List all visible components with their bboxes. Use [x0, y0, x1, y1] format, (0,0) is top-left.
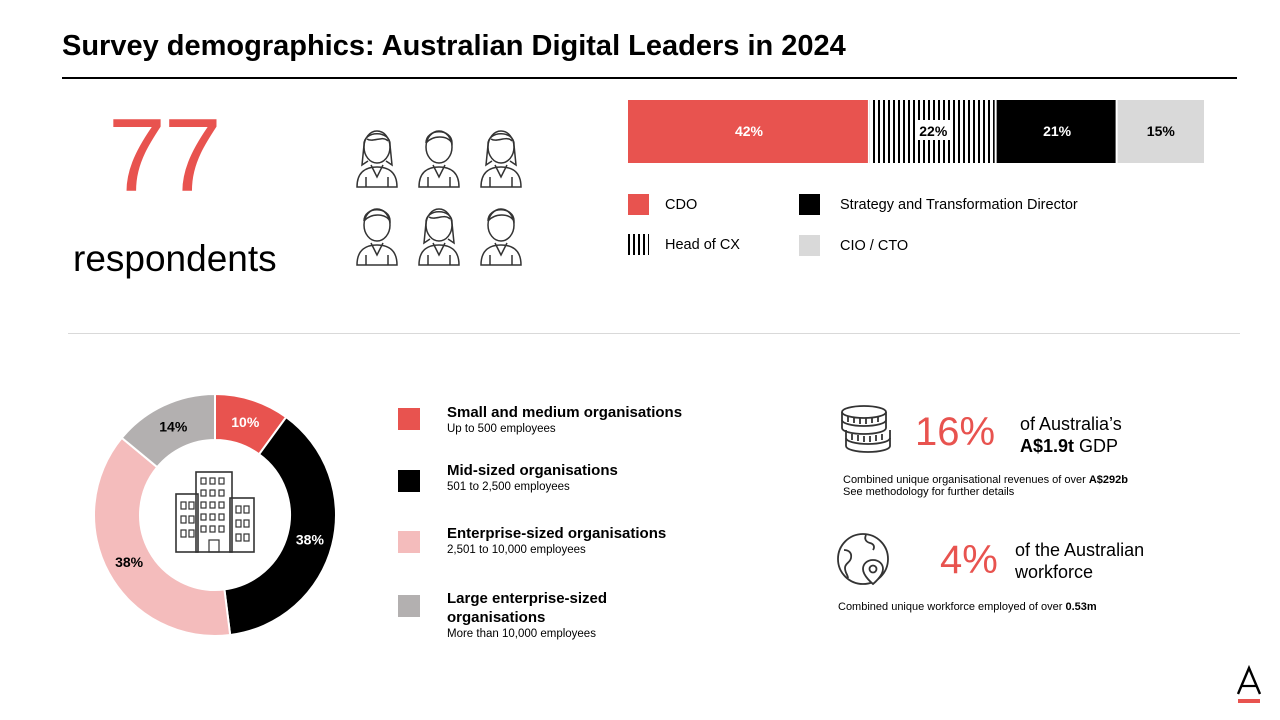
roles-stacked-bar-chart: 42% 22% 21% 15% [628, 100, 1204, 163]
office-building-icon [175, 471, 255, 553]
page-title: Survey demographics: Australian Digital … [62, 30, 846, 62]
male-person-icon [356, 208, 398, 266]
gdp-note: Combined unique organisational revenues … [843, 474, 1128, 498]
donut-slice-enterprise-sized-organisations [93, 436, 232, 637]
gdp-value: A$1.9t [1020, 436, 1075, 456]
male-person-icon [480, 208, 522, 266]
bar-segment-cdo [628, 100, 868, 163]
legend-swatch-mid-sized [398, 470, 420, 492]
legend-sub-enterprise: 2,501 to 10,000 employees [447, 544, 586, 556]
globe-location-icon [837, 533, 889, 586]
respondent-count: 77 [108, 98, 222, 214]
coin-stack-icon [841, 405, 891, 453]
bar-label-head-of-cx: 22% [919, 123, 948, 139]
legend-name-small-medium: Small and medium organisations [447, 404, 683, 421]
donut-slice-mid-sized-organisations [223, 415, 337, 637]
legend-name-mid-sized: Mid-sized organisations [447, 462, 618, 479]
legend-swatch-strategy-director [799, 194, 820, 215]
accenture-a-logo-icon [1236, 664, 1262, 703]
gdp-unit: GDP [1074, 436, 1119, 456]
legend-swatch-small-medium [398, 408, 420, 430]
legend-label-cdo: CDO [665, 197, 698, 213]
donut-label-enterprise-sized-organisations: 38% [115, 554, 144, 570]
female-person-icon [480, 130, 522, 188]
respondent-label: respondents [73, 238, 277, 279]
gdp-line1: of Australia’s [1020, 414, 1122, 434]
female-person-icon [418, 208, 460, 266]
legend-swatch-large-enterprise [398, 595, 420, 617]
legend-swatch-cdo [628, 194, 649, 215]
title-divider [62, 77, 1237, 79]
legend-sub-mid-sized: 501 to 2,500 employees [447, 481, 570, 493]
bar-label-cdo: 42% [735, 123, 764, 139]
section-divider [68, 333, 1240, 334]
female-person-icon [356, 130, 398, 188]
bar-label-bg-head-of-cx [915, 120, 952, 140]
workforce-note: Combined unique workforce employed of ov… [838, 601, 1097, 613]
legend-label-strategy-director: Strategy and Transformation Director [840, 197, 1078, 213]
bar-label-cio-cto: 15% [1147, 123, 1176, 139]
legend-name-enterprise: Enterprise-sized organisations [447, 525, 667, 542]
male-person-icon [418, 130, 460, 188]
workforce-percentage: 4% [940, 538, 998, 582]
workforce-line1: of the Australian [1015, 540, 1145, 560]
donut-label-small-and-medium-organisations: 10% [231, 414, 260, 430]
workforce-description: of the Australian workforce [1015, 539, 1144, 583]
donut-slice-large-enterprise-sized-organisations [120, 392, 216, 469]
legend-label-head-of-cx: Head of CX [665, 237, 740, 253]
legend-swatch-cio-cto [799, 235, 820, 256]
legend-swatch-head-of-cx [628, 234, 649, 255]
legend-sub-small-medium: Up to 500 employees [447, 423, 556, 435]
legend-name-large-enterprise: Large enterprise-sized organisations [447, 590, 608, 626]
workforce-line2: workforce [1015, 562, 1094, 582]
gdp-description: of Australia’s A$1.9t GDP [1020, 413, 1122, 457]
legend-swatch-enterprise [398, 531, 420, 553]
bar-label-strategy-and-transformation-director: 21% [1043, 123, 1072, 139]
donut-label-large-enterprise-sized-organisations: 14% [159, 418, 188, 434]
legend-label-cio-cto: CIO / CTO [840, 238, 909, 254]
legend-sub-large-enterprise: More than 10,000 employees [447, 628, 596, 640]
people-icon-grid [356, 130, 522, 266]
bar-segment-cio-cto [1117, 100, 1204, 163]
org-size-donut-chart: 10% 38% 38% 14% [93, 392, 337, 637]
gdp-percentage: 16% [915, 410, 996, 454]
donut-label-mid-sized-organisations: 38% [296, 531, 325, 547]
bar-segment-strategy-and-transformation-director [996, 100, 1116, 163]
